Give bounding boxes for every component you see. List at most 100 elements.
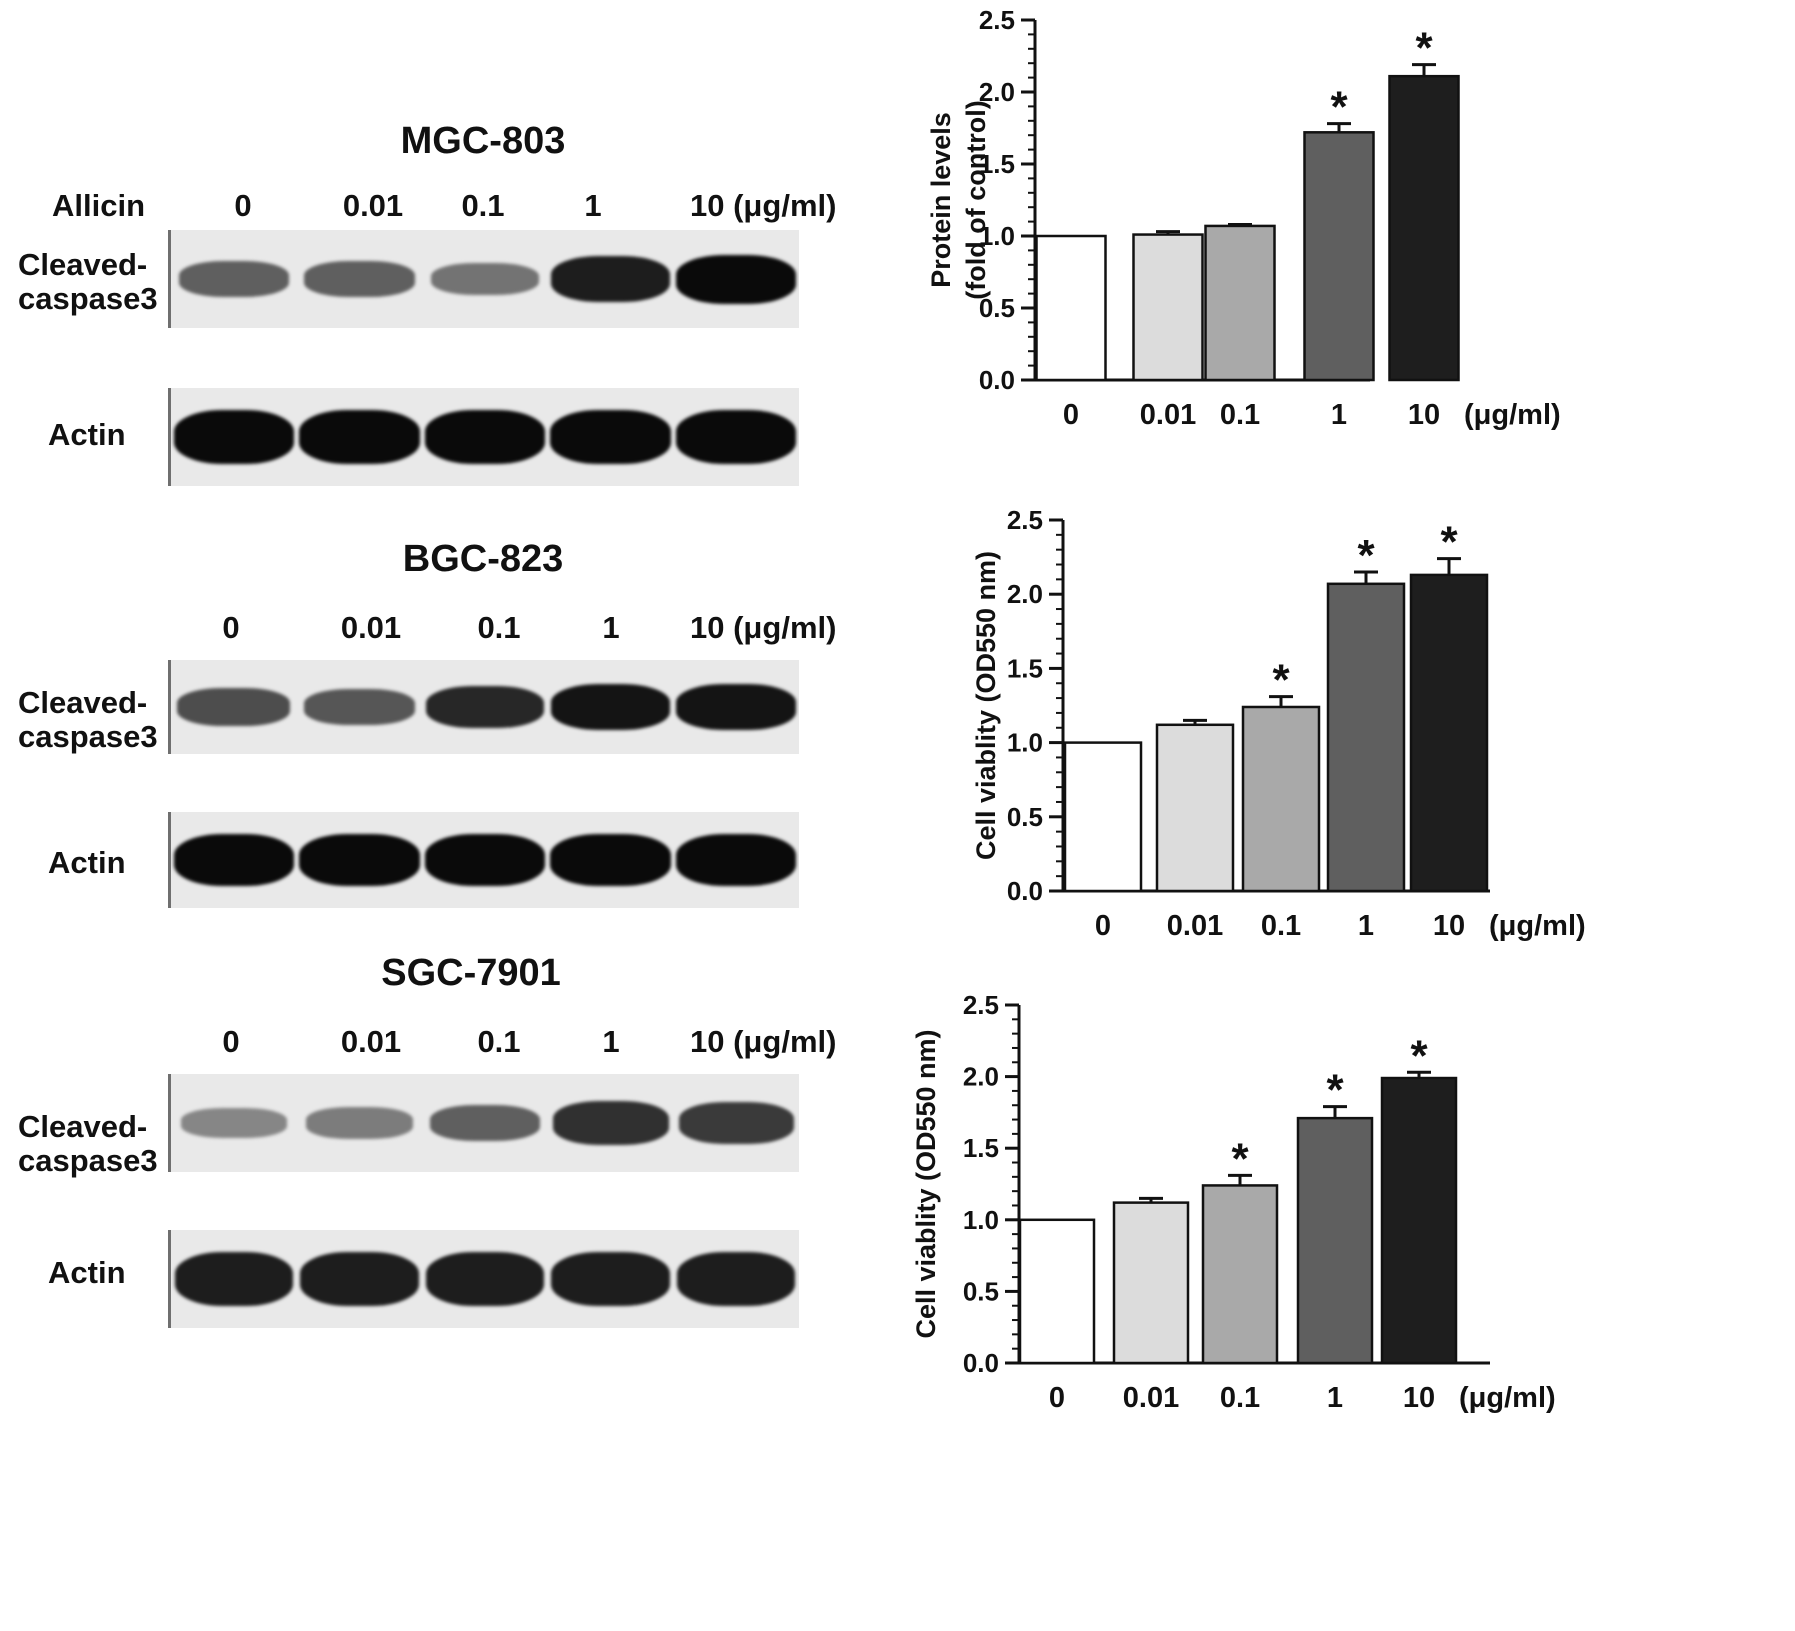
x-tick-label: 10 bbox=[1408, 399, 1440, 431]
y-axis-label: Cell viablity (OD550 nm) bbox=[911, 1029, 941, 1338]
significance-marker: * bbox=[1410, 1031, 1428, 1080]
y-tick-label: 0.5 bbox=[963, 1276, 999, 1306]
bar bbox=[1155, 723, 1235, 893]
significance-marker: * bbox=[1357, 531, 1375, 580]
treatment-label: Allicin bbox=[52, 188, 146, 223]
cleaved-caspase3-blot bbox=[168, 660, 799, 754]
lane-label: 0.1 bbox=[477, 610, 521, 645]
actin-band bbox=[299, 833, 420, 887]
y-tick-label: 2.5 bbox=[1007, 505, 1043, 535]
cleaved-caspase3-band bbox=[430, 262, 540, 296]
cleaved-caspase3-band bbox=[675, 254, 797, 304]
actin-band bbox=[550, 410, 671, 464]
lane-label: 0.01 bbox=[340, 1024, 402, 1059]
y-tick-label: 2.5 bbox=[979, 5, 1015, 35]
cleaved-caspase3-band bbox=[676, 684, 796, 730]
lane-label: 1 bbox=[602, 610, 620, 645]
x-tick-label: 0.1 bbox=[1220, 1382, 1260, 1414]
y-tick-label: 1.0 bbox=[1007, 728, 1043, 758]
lane-label: 1 bbox=[584, 188, 602, 223]
cleaved-caspase3-band bbox=[178, 261, 289, 297]
actin-band bbox=[675, 410, 797, 464]
cleaved-caspase3-label: Cleaved- caspase3 bbox=[18, 248, 158, 316]
bar bbox=[1018, 1218, 1096, 1365]
actin-label: Actin bbox=[48, 1255, 126, 1290]
cleaved-caspase3-band bbox=[552, 1101, 669, 1145]
bar-chart-protein-levels: 0.0 0.5 1.0 1.5 2.0 2.5 Protein levels (fold of… bbox=[926, 5, 1561, 431]
x-tick-label: 0 bbox=[1049, 1382, 1065, 1414]
blot-title: MGC-803 bbox=[400, 120, 566, 162]
lane-label: 0 bbox=[222, 1024, 240, 1059]
concentration-unit: (μg/ml) bbox=[733, 610, 837, 645]
lane-label: 10 bbox=[690, 188, 725, 223]
bar bbox=[1303, 131, 1375, 382]
actin-band bbox=[174, 1252, 293, 1306]
actin-blot bbox=[168, 812, 799, 908]
x-tick-label: 1 bbox=[1327, 1382, 1343, 1414]
bar bbox=[1380, 1076, 1458, 1365]
lane-label: 0.01 bbox=[340, 610, 402, 645]
x-tick-label: 10 bbox=[1433, 910, 1465, 942]
cleaved-caspase3-band bbox=[303, 689, 416, 725]
bar bbox=[1409, 573, 1489, 893]
bar bbox=[1388, 74, 1460, 382]
row-label-line: caspase3 bbox=[18, 719, 158, 754]
cleaved-caspase3-band bbox=[180, 1108, 287, 1138]
y-tick-label: 0.5 bbox=[979, 293, 1015, 323]
row-label-line: caspase3 bbox=[18, 1143, 158, 1178]
significance-marker: * bbox=[1440, 518, 1458, 567]
y-tick-label: 0.5 bbox=[1007, 802, 1043, 832]
blot-title: SGC-7901 bbox=[381, 952, 561, 994]
lane-label: 10 bbox=[690, 1024, 725, 1059]
concentration-unit: (μg/ml) bbox=[733, 1024, 837, 1059]
cleaved-caspase3-band bbox=[550, 684, 671, 730]
significance-marker: * bbox=[1326, 1066, 1344, 1115]
actin-band bbox=[675, 833, 797, 887]
bar-chart-cell-viability-sgc7901: 0.0 0.5 1.0 1.5 2.0 2.5 Cell viablity (OD550 n… bbox=[911, 990, 1556, 1414]
x-unit-label: (μg/ml) bbox=[1464, 399, 1561, 431]
significance-marker: * bbox=[1415, 24, 1433, 73]
x-tick-label: 10 bbox=[1403, 1382, 1435, 1414]
cleaved-caspase3-band bbox=[426, 685, 544, 729]
cleaved-caspase3-band bbox=[304, 261, 415, 297]
cleaved-caspase3-band bbox=[551, 255, 670, 303]
y-tick-label: 1.5 bbox=[963, 1133, 999, 1163]
x-unit-label: (μg/ml) bbox=[1459, 1382, 1556, 1414]
cleaved-caspase3-blot bbox=[168, 230, 799, 328]
lane-label-with-unit: 10 (μg/ml) bbox=[690, 1024, 836, 1060]
bar bbox=[1201, 1184, 1279, 1365]
actin-band bbox=[551, 1252, 670, 1306]
y-axis-label: Cell viablity (OD550 nm) bbox=[971, 551, 1001, 860]
actin-band bbox=[677, 1252, 796, 1306]
actin-band bbox=[424, 833, 546, 887]
actin-band bbox=[173, 410, 295, 464]
cleaved-caspase3-label: Cleaved- caspase3 bbox=[18, 686, 158, 754]
y-tick-label: 0.0 bbox=[963, 1348, 999, 1378]
x-tick-label: 0 bbox=[1095, 910, 1111, 942]
x-tick-label: 0.01 bbox=[1123, 1382, 1179, 1414]
concentration-unit: (μg/ml) bbox=[733, 188, 837, 223]
actin-band bbox=[550, 833, 671, 887]
y-tick-label: 0.0 bbox=[1007, 876, 1043, 906]
x-tick-label: 0.1 bbox=[1220, 399, 1260, 431]
lane-label: 1 bbox=[602, 1024, 620, 1059]
row-label-line: Cleaved- bbox=[18, 1109, 148, 1144]
significance-marker: * bbox=[1231, 1134, 1249, 1183]
actin-label: Actin bbox=[48, 417, 126, 452]
actin-band bbox=[299, 410, 420, 464]
actin-blot bbox=[168, 1230, 799, 1328]
actin-band bbox=[424, 410, 546, 464]
bar bbox=[1296, 1116, 1374, 1365]
bar bbox=[1204, 224, 1276, 382]
y-tick-label: 2.5 bbox=[963, 990, 999, 1020]
lane-label-with-unit: 10 (μg/ml) bbox=[690, 188, 836, 224]
actin-band bbox=[173, 833, 295, 887]
y-tick-label: 2.0 bbox=[963, 1062, 999, 1092]
y-axis-label: (fold of control) bbox=[961, 100, 991, 299]
x-tick-label: 0.01 bbox=[1167, 910, 1223, 942]
bar bbox=[1063, 741, 1143, 893]
x-tick-label: 1 bbox=[1358, 910, 1374, 942]
y-tick-label: 2.0 bbox=[979, 77, 1015, 107]
lane-label: 0.1 bbox=[477, 1024, 521, 1059]
